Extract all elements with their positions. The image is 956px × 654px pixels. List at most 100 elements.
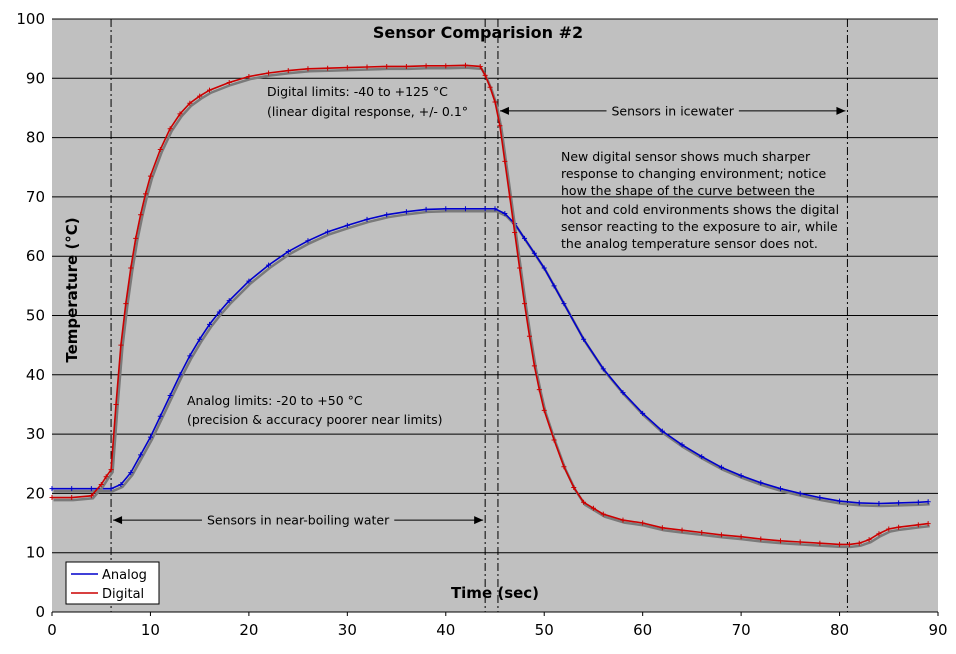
data-point	[640, 520, 646, 526]
data-point	[738, 534, 744, 540]
annotation-line: sensor reacting to the exposure to air, …	[561, 219, 838, 234]
data-point	[207, 87, 213, 93]
data-point	[108, 486, 114, 492]
data-point	[138, 452, 144, 458]
arrow-head-right	[474, 516, 484, 525]
series-digital	[49, 62, 931, 549]
data-point	[226, 79, 232, 85]
data-point	[187, 100, 193, 106]
data-point	[443, 206, 449, 212]
series-shadow	[53, 66, 930, 549]
data-point	[600, 511, 606, 517]
annotation-line: the analog temperature sensor does not.	[561, 236, 818, 251]
data-point	[640, 410, 646, 416]
data-point	[305, 238, 311, 244]
data-point	[896, 524, 902, 530]
data-point	[876, 531, 882, 537]
legend-label-digital: Digital	[102, 587, 144, 602]
data-point	[443, 63, 449, 69]
data-point	[856, 540, 862, 546]
data-point	[507, 194, 513, 200]
data-point	[216, 309, 222, 315]
data-point	[846, 541, 852, 547]
data-point	[718, 464, 724, 470]
annotation-analog-limits: Analog limits: -20 to +50 °C (precision …	[187, 393, 443, 427]
data-point	[266, 262, 272, 268]
data-point	[462, 62, 468, 68]
data-point	[817, 540, 823, 546]
data-point	[699, 530, 705, 536]
data-point	[305, 66, 311, 72]
data-point	[157, 413, 163, 419]
x-tick-label: 0	[47, 621, 57, 639]
y-tick-label: 0	[35, 603, 45, 621]
annotation-line: (linear digital response, +/- 0.1°	[267, 104, 468, 119]
data-point	[620, 517, 626, 523]
data-point	[167, 393, 173, 399]
y-tick-label: 80	[26, 129, 45, 147]
data-point	[384, 63, 390, 69]
y-axis-title: Temperature (°C)	[63, 217, 81, 362]
data-point	[147, 173, 153, 179]
data-point	[679, 527, 685, 533]
annotation-line: how the shape of the curve between the	[561, 183, 815, 198]
data-point	[123, 301, 129, 307]
data-point	[856, 500, 862, 506]
x-tick-label: 80	[830, 621, 849, 639]
data-point	[143, 191, 149, 197]
data-point	[177, 372, 183, 378]
data-point	[147, 434, 153, 440]
y-tick-label: 60	[26, 247, 45, 265]
data-point	[526, 333, 532, 339]
span-label: Sensors in icewater	[612, 103, 735, 118]
data-point	[925, 499, 931, 505]
data-point	[581, 336, 587, 342]
data-point	[886, 526, 892, 532]
data-point	[659, 428, 665, 434]
data-point	[88, 486, 94, 492]
data-point	[522, 235, 528, 241]
data-point	[462, 206, 468, 212]
data-point	[187, 353, 193, 359]
data-point	[344, 65, 350, 71]
arrow-head-right	[836, 106, 846, 115]
arrow-head-left	[499, 106, 509, 115]
y-tick-label: 40	[26, 366, 45, 384]
y-tick-label: 50	[26, 307, 45, 325]
data-point	[512, 229, 518, 235]
x-tick-label: 60	[633, 621, 652, 639]
annotation-digital-limits: Digital limits: -40 to +125 °C (linear d…	[267, 84, 468, 119]
series-shadow	[53, 210, 930, 508]
data-point	[758, 480, 764, 486]
data-point	[88, 493, 94, 499]
legend-label-analog: Analog	[102, 568, 147, 583]
x-tick-label: 20	[239, 621, 258, 639]
data-point	[246, 278, 252, 284]
data-point	[531, 363, 537, 369]
data-point	[128, 470, 134, 476]
data-point	[551, 437, 557, 443]
data-point	[325, 229, 331, 235]
data-point	[797, 539, 803, 545]
data-point	[915, 522, 921, 528]
data-point	[531, 250, 537, 256]
data-point	[551, 283, 557, 289]
data-point	[497, 123, 503, 129]
x-axis-title: Time (sec)	[451, 584, 539, 602]
data-point	[492, 206, 498, 212]
data-point	[403, 63, 409, 69]
span-annotation: Sensors in near-boiling water	[113, 513, 484, 528]
span-arrows: Sensors in near-boiling water Sensors in …	[113, 103, 846, 528]
annotation-line: (precision & accuracy poorer near limits…	[187, 412, 443, 427]
data-point	[502, 211, 508, 217]
series-layer	[49, 62, 931, 549]
data-point	[113, 401, 119, 407]
data-point	[103, 474, 109, 480]
data-point	[866, 537, 872, 543]
data-point	[157, 146, 163, 152]
data-point	[915, 499, 921, 505]
data-point	[492, 99, 498, 105]
x-tick-label: 70	[732, 621, 751, 639]
data-point	[138, 212, 144, 218]
data-point	[69, 486, 75, 492]
